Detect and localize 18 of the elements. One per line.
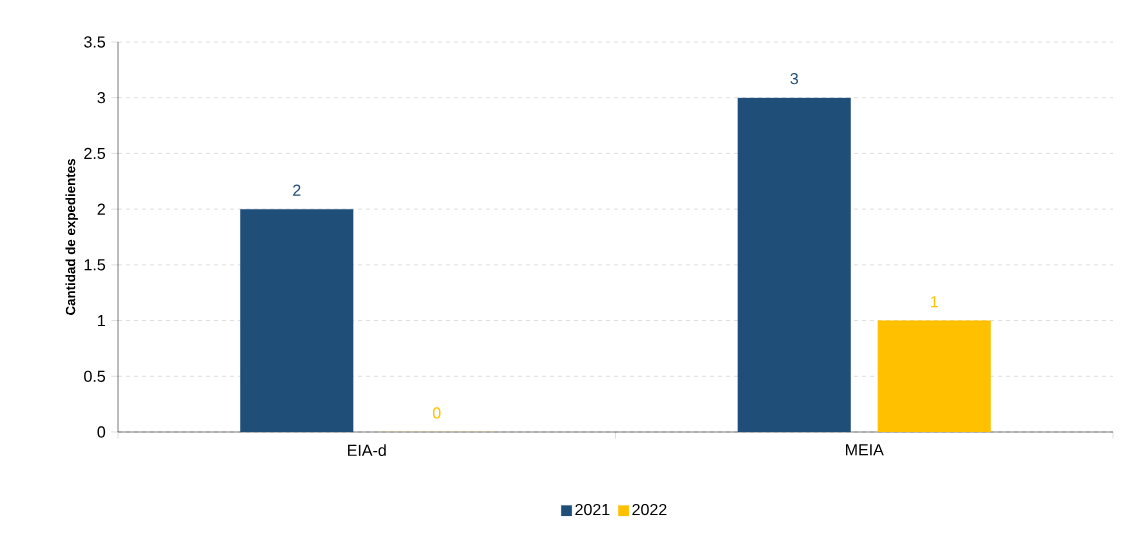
legend-label: 2022 (632, 503, 667, 516)
y-tick-label: 0 (97, 426, 106, 438)
y-tick-label: 3 (97, 92, 106, 104)
data-label: 1 (931, 296, 938, 308)
data-label: 3 (790, 72, 799, 85)
data-label: 0 (432, 407, 441, 419)
bar (877, 320, 991, 432)
legend-label: 2021 (575, 503, 610, 516)
y-tick-label: 2 (97, 203, 105, 215)
data-label: 2 (293, 184, 301, 196)
y-tick-label: 3.5 (84, 36, 106, 48)
x-tick-label: MEIA (846, 444, 884, 456)
y-tick-label: 1 (98, 315, 105, 327)
x-tick-label: EIA-d (348, 444, 386, 457)
y-tick-label: 0.5 (84, 370, 106, 382)
y-tick-label: 2.5 (84, 147, 106, 160)
y-axis-title: Cantidad de expedientes (65, 159, 78, 315)
y-tick-label: 1.5 (84, 259, 106, 271)
